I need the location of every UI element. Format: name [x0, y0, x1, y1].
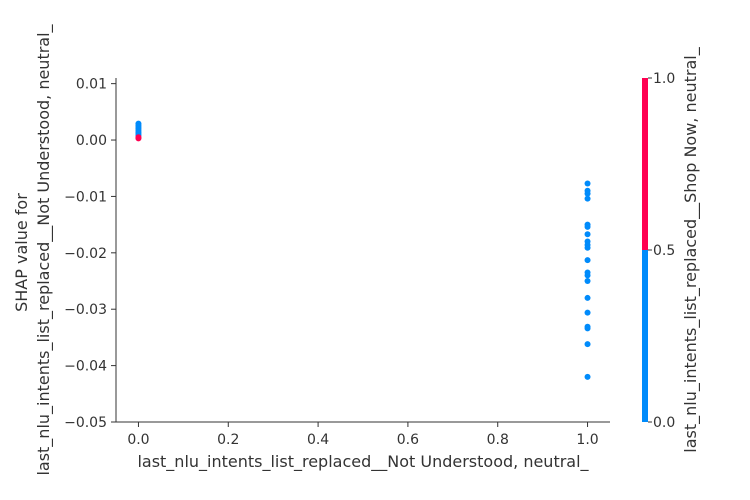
data-point [584, 341, 591, 348]
y-tick-label: 0.00 [76, 133, 107, 149]
data-point [584, 294, 591, 301]
y-tick-label: −0.05 [64, 415, 107, 431]
colorbar-tick-label: 0.0 [653, 415, 675, 431]
plot-axes [115, 78, 610, 423]
data-point [584, 272, 591, 279]
colorbar: 0.0 0.5 1.0 last_nlu_intents_list_replaced… [642, 46, 701, 453]
data-point [584, 223, 591, 230]
x-ticks: 0.0 0.2 0.4 0.6 0.8 1.0 [127, 422, 599, 448]
y-tick-label: −0.02 [64, 246, 107, 262]
y-tick-label: −0.03 [64, 302, 107, 318]
data-point [135, 135, 142, 142]
data-point [584, 373, 591, 380]
y-axis-label-line1: SHAP value for [12, 193, 31, 312]
data-point [584, 180, 591, 187]
colorbar-ticks: 0.0 0.5 1.0 [648, 71, 675, 431]
data-point [584, 278, 591, 285]
x-tick-label: 0.4 [307, 432, 329, 448]
colorbar-tick-label: 1.0 [653, 71, 675, 87]
x-tick-label: 0.6 [397, 432, 419, 448]
data-point [584, 244, 591, 251]
colorbar-tick-label: 0.5 [653, 243, 675, 259]
y-axis-label: SHAP value for last_nlu_intents_list_rep… [12, 23, 54, 475]
y-ticks: 0.01 0.00 −0.01 −0.02 −0.03 −0.04 −0.05 [64, 77, 116, 431]
data-point [584, 309, 591, 316]
x-axis-label: last_nlu_intents_list_replaced__Not Unde… [137, 452, 589, 472]
data-points [135, 120, 591, 380]
x-tick-label: 0.2 [217, 432, 239, 448]
data-point [584, 257, 591, 264]
colorbar-label: last_nlu_intents_list_replaced__Shop Now… [681, 46, 701, 452]
y-tick-label: −0.04 [64, 359, 107, 375]
data-point [584, 190, 591, 197]
y-tick-label: 0.01 [76, 77, 107, 93]
data-point [584, 195, 591, 202]
data-point [584, 231, 591, 238]
x-tick-label: 1.0 [576, 432, 598, 448]
colorbar-gradient [642, 78, 648, 422]
x-tick-label: 0.0 [127, 432, 149, 448]
data-point [584, 325, 591, 332]
x-tick-label: 0.8 [487, 432, 509, 448]
y-tick-label: −0.01 [64, 189, 107, 205]
y-axis-label-line2: last_nlu_intents_list_replaced__Not Unde… [34, 23, 54, 475]
